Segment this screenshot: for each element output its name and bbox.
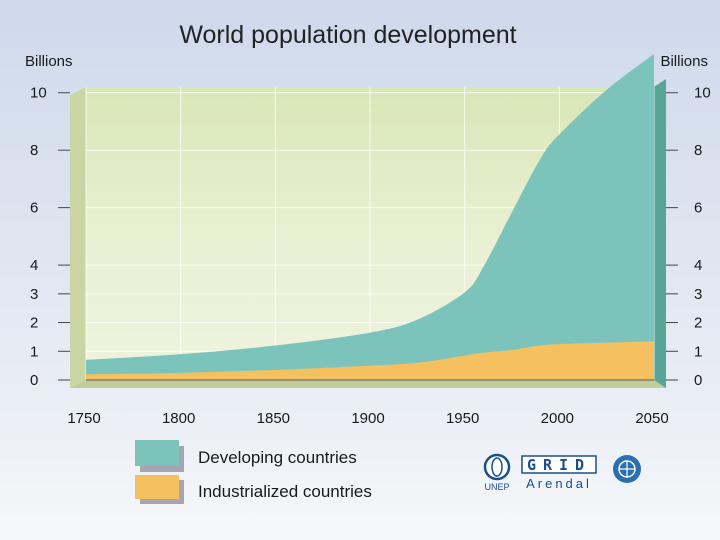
area-industrialized-countries (86, 341, 654, 380)
legend-label-industrialized: Industrialized countries (198, 482, 372, 501)
right-tick-labels: 0 1 2 3 4 6 8 10 (666, 85, 711, 389)
right-tick-label: 0 (694, 372, 702, 389)
area-series (86, 53, 654, 380)
left-tick-label: 2 (30, 315, 38, 332)
unep-logo: UNEP (483, 453, 511, 492)
chart-title: World population development (179, 21, 516, 49)
unep-emblem-detail (491, 457, 503, 477)
right-tick-label: 6 (694, 200, 702, 217)
right-tick-label: 8 (694, 142, 702, 159)
left-tick-label: 0 (30, 372, 38, 389)
left-side-wall (70, 87, 86, 388)
unep-label: UNEP (484, 482, 509, 492)
un-logo (613, 455, 641, 483)
arendal-label: Arendal (526, 476, 592, 491)
legend-label-developing: Developing countries (198, 448, 357, 467)
legend-swatch-industrialized (135, 475, 179, 499)
left-tick-label: 8 (30, 142, 38, 159)
right-side-wall (654, 79, 666, 388)
grid-label: GRID (527, 456, 591, 474)
right-tick-label: 1 (694, 343, 702, 360)
left-tick-label: 10 (30, 85, 47, 102)
left-tick-labels: 0 1 2 3 4 6 8 10 (30, 85, 70, 389)
x-tick-label: 1900 (351, 410, 384, 427)
x-tick-label: 2050 (635, 410, 668, 427)
area-developing-countries (86, 53, 654, 380)
legend: Developing countries Industrialized coun… (135, 440, 372, 504)
left-tick-label: 4 (30, 257, 38, 274)
right-tick-label: 4 (694, 257, 702, 274)
left-tick-label: 1 (30, 343, 38, 360)
grid-box (521, 455, 597, 474)
right-tick-label: 2 (694, 315, 702, 332)
right-axis-unit: Billions (660, 53, 708, 70)
x-tick-labels: 1750 1800 1850 1900 1950 2000 2050 (67, 410, 668, 427)
right-tick-label: 10 (694, 85, 711, 102)
grid-arendal-logo: GRID Arendal (521, 455, 597, 491)
plot-floor (70, 380, 666, 388)
left-tick-label: 6 (30, 200, 38, 217)
x-tick-label: 1950 (446, 410, 479, 427)
x-tick-label: 2000 (541, 410, 574, 427)
x-tick-label: 1800 (162, 410, 195, 427)
right-tick-label: 3 (694, 286, 702, 303)
left-axis-unit: Billions (25, 53, 73, 70)
unep-emblem (483, 453, 511, 481)
x-tick-label: 1750 (67, 410, 100, 427)
x-tick-label: 1850 (257, 410, 290, 427)
left-tick-label: 3 (30, 286, 38, 303)
legend-swatch-developing (135, 440, 179, 466)
